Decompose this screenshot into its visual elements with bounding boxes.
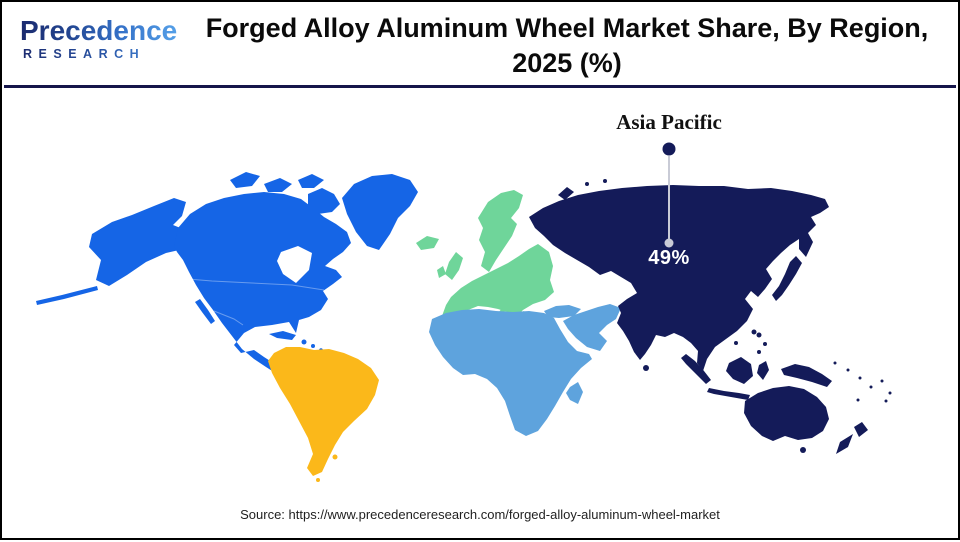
taiwan-shape: [751, 329, 757, 335]
baja-california-shape: [195, 299, 215, 324]
iceland-shape: [416, 236, 439, 250]
aleutian-islands-shape: [36, 286, 98, 305]
chart-title: Forged Alloy Aluminum Wheel Market Share…: [186, 11, 948, 81]
region-europe: [416, 190, 554, 336]
sulawesi-shape: [757, 361, 769, 380]
us-borders-hint: [175, 277, 325, 326]
logo-wordmark: Precedence: [20, 15, 178, 46]
greenland-shape: [342, 174, 418, 250]
region-south-america: [268, 347, 379, 482]
alaska-shape: [89, 198, 193, 286]
caspian-sea-shape: [608, 279, 620, 301]
africa-mainland-shape: [429, 309, 592, 436]
canadian-arctic-islands: [230, 172, 340, 214]
region-north-america: [36, 172, 418, 395]
japan-shape: [772, 256, 802, 301]
ireland-shape: [437, 266, 446, 278]
region-middle-east-africa: [429, 304, 621, 436]
great-britain-shape: [445, 252, 463, 280]
arabia-iran-shape: [563, 304, 621, 351]
callout-anchor-dot: [662, 142, 676, 156]
new-guinea-shape: [781, 364, 832, 387]
australia-shape: [744, 386, 829, 441]
russian-arctic-islands: [558, 179, 607, 200]
hainan-shape: [734, 341, 738, 345]
sumatra-shape: [681, 354, 711, 384]
madagascar-shape: [566, 382, 583, 404]
callout-end-dot: [664, 238, 674, 248]
turkey-shape: [544, 305, 581, 318]
source-text: Source: https://www.precedenceresearch.c…: [240, 507, 720, 522]
region-asia-pacific: [529, 179, 892, 454]
philippines-islands: [756, 332, 767, 354]
asia-mainland-shape: [529, 185, 829, 371]
europe-mainland-shape: [442, 244, 554, 324]
header: Precedence RESEARCH Forged Alloy Aluminu…: [4, 4, 956, 88]
tasmania-shape: [800, 447, 806, 453]
pacific-islands: [833, 361, 892, 403]
sri-lanka-shape: [643, 365, 649, 371]
asia-pacific-value: 49%: [648, 247, 690, 269]
south-america-islands: [316, 454, 338, 482]
chart-title-line2: 2025 (%): [512, 48, 622, 78]
logo-subtext: RESEARCH: [20, 48, 177, 61]
precedence-research-logo: Precedence RESEARCH: [20, 17, 177, 61]
new-zealand-south-shape: [836, 434, 853, 454]
callout-connector: [662, 142, 676, 248]
north-america-mainland-shape: [174, 192, 351, 395]
south-america-mainland-shape: [268, 347, 379, 476]
borneo-shape: [726, 357, 753, 384]
new-zealand-north-shape: [854, 422, 868, 437]
chart-title-line1: Forged Alloy Aluminum Wheel Market Share…: [205, 13, 929, 43]
asia-pacific-label: Asia Pacific: [616, 110, 722, 134]
scandinavia-shape: [478, 190, 523, 272]
java-shape: [707, 388, 750, 400]
